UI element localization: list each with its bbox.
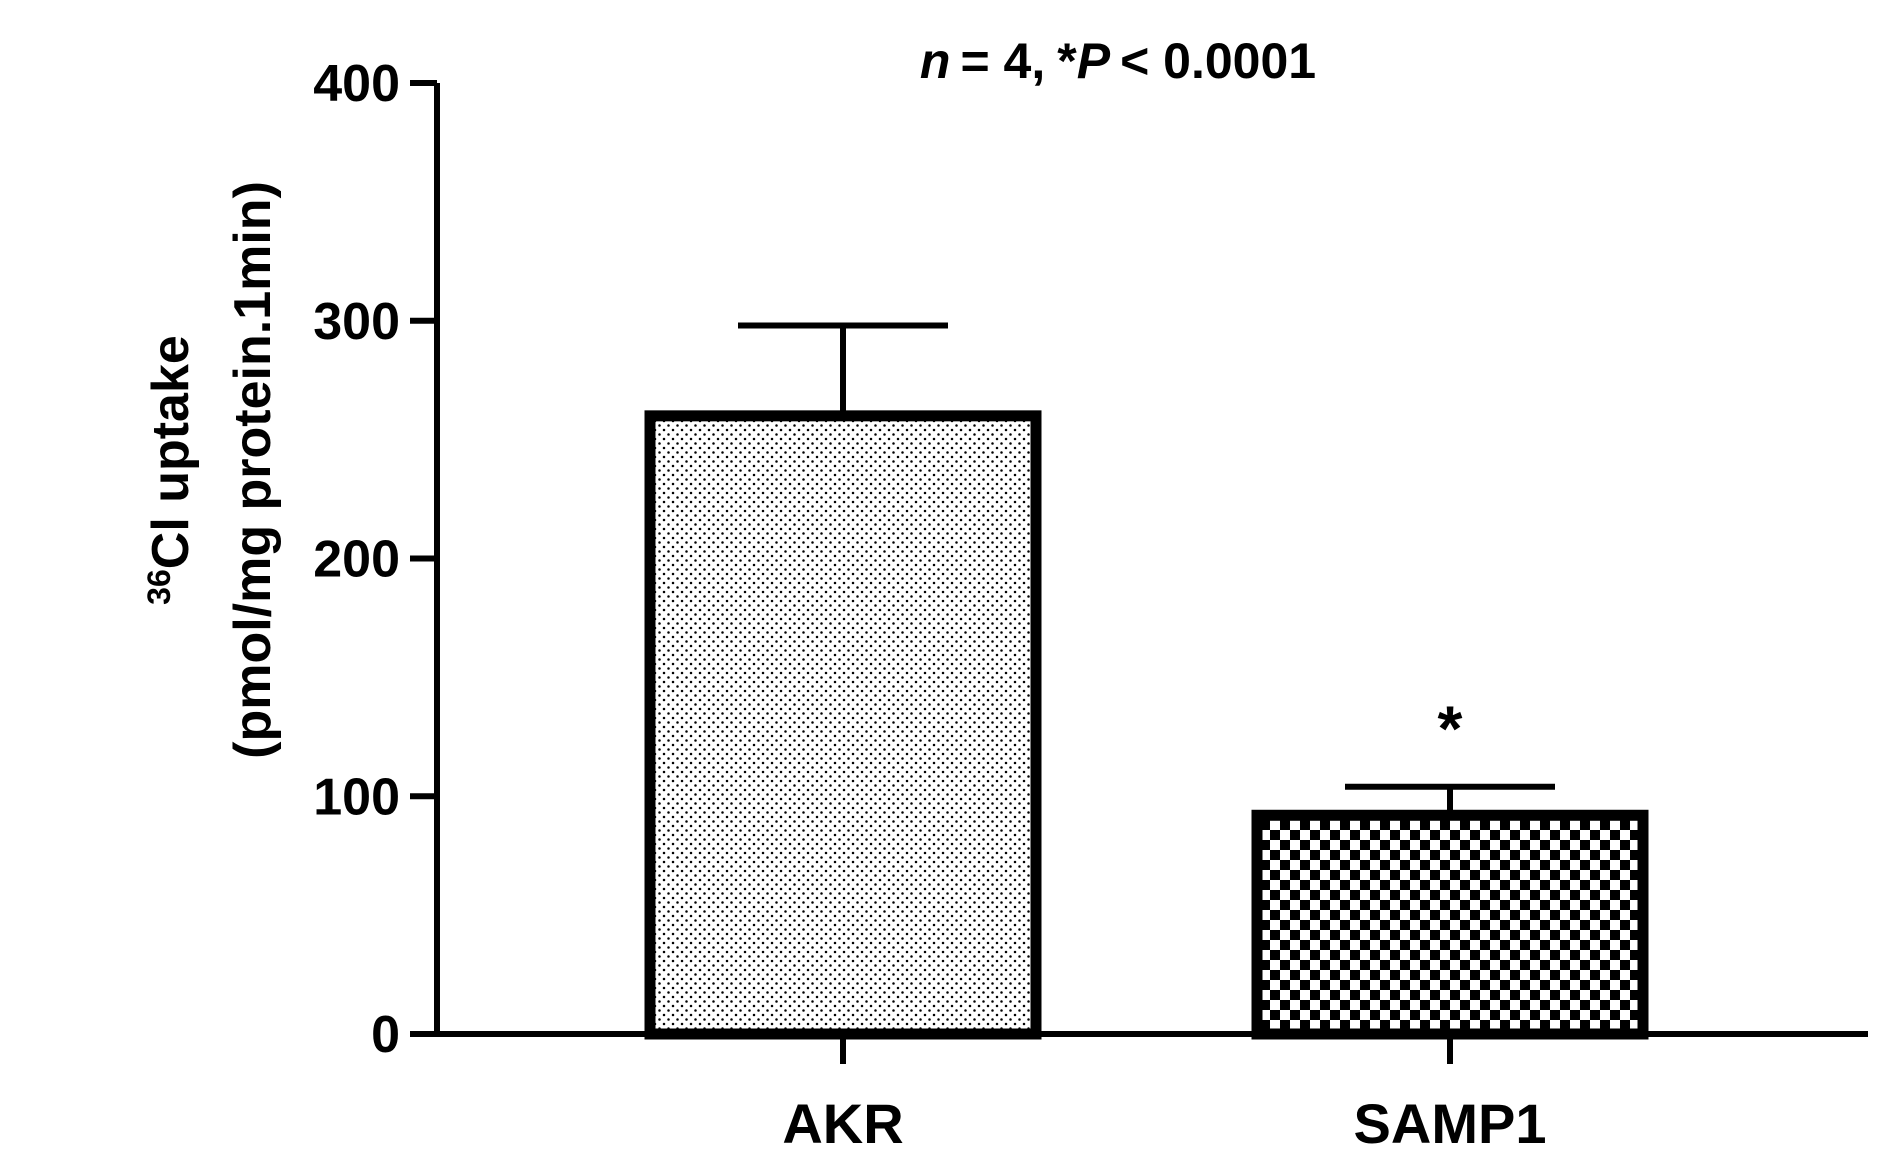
annotation-p-star: * [1057, 33, 1077, 89]
y-tick-label: 400 [313, 55, 400, 113]
y-axis-title-line1: 36Cl uptake [141, 335, 200, 605]
significance-marker: * [1438, 693, 1463, 765]
y-tick-label: 0 [371, 1006, 400, 1064]
y-axis-title-main: Cl uptake [142, 335, 200, 569]
y-tick-label: 300 [313, 293, 400, 351]
annotation-n-value: = 4, [960, 33, 1045, 89]
y-tick-label: 100 [313, 768, 400, 826]
y-tick-label: 200 [313, 531, 400, 589]
x-axis-ticks: AKR SAMP1 [782, 1034, 1546, 1155]
annotation-p-value: < 0.0001 [1120, 33, 1316, 89]
bars: * [644, 322, 1649, 1040]
annotation-p-label: P [1077, 33, 1111, 89]
annotation-n-label: n [920, 33, 951, 89]
x-tick-label: SAMP1 [1354, 1092, 1547, 1155]
bar-samp1 [1251, 809, 1649, 1040]
chart-annotation: n = 4, *P < 0.0001 [920, 33, 1316, 89]
x-tick-label: AKR [782, 1092, 903, 1155]
bar-akr [644, 410, 1042, 1040]
y-axis-isotope-superscript: 36 [141, 569, 177, 605]
y-axis-ticks: 0 100 200 300 400 [313, 55, 437, 1064]
y-axis-title-line2: (pmol/mg protein.1min) [224, 181, 282, 759]
